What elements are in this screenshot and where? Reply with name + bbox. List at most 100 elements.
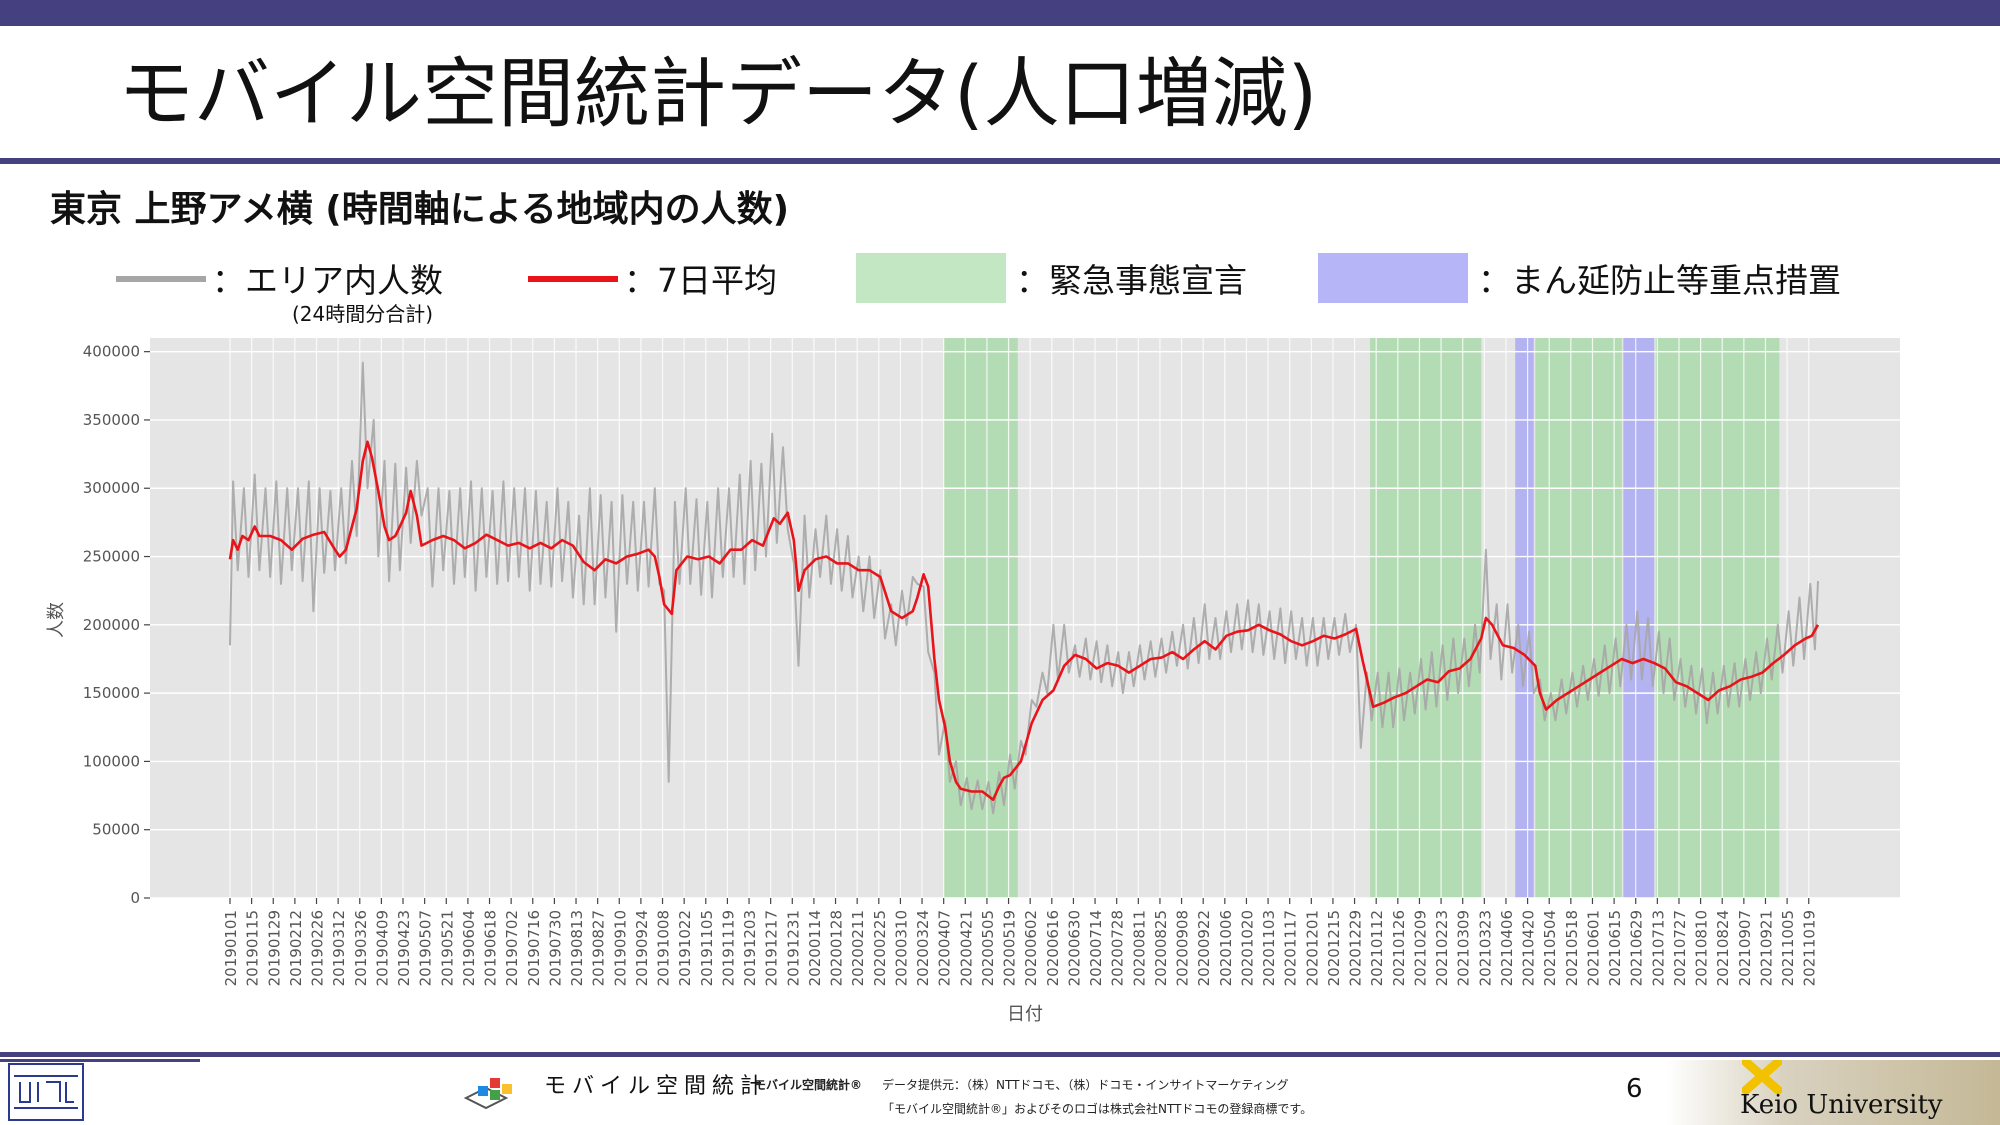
- x-tick-label: 20191022: [676, 910, 694, 986]
- university-name: Keio University: [1740, 1090, 1943, 1120]
- legend-avg-label: ：7日平均: [624, 261, 777, 300]
- x-tick-label: 20200505: [979, 910, 997, 986]
- y-tick-label: 250000: [83, 548, 140, 566]
- y-axis: 0 50000 100000 150000 200000 250000 300000 3500…: [83, 343, 150, 907]
- x-tick-label: 20210112: [1368, 910, 1386, 986]
- legend-emergency-swatch: [856, 253, 1006, 303]
- x-tick-label: 20190521: [438, 910, 456, 986]
- x-tick-label: 20201117: [1282, 910, 1300, 986]
- series-line-7day-average: [228, 440, 1820, 801]
- header-bar: [0, 0, 2000, 26]
- x-tick-label: 20190101: [222, 910, 240, 986]
- footer-brand: モバイル空間統計: [544, 1074, 769, 1099]
- x-tick-label: 20210420: [1520, 910, 1538, 986]
- x-tick-label: 20200324: [914, 910, 932, 986]
- x-tick-label: 20210309: [1455, 910, 1473, 986]
- x-tick-label: 20200128: [828, 910, 846, 986]
- x-tick-label: 20210518: [1563, 910, 1581, 986]
- x-tick-label: 20190910: [611, 910, 629, 986]
- y-tick-label: 100000: [83, 752, 140, 770]
- y-tick-label: 300000: [83, 479, 140, 497]
- x-tick-label: 20190702: [503, 910, 521, 986]
- x-tick-label: 20191203: [741, 910, 759, 986]
- x-tick-label: 20200211: [849, 910, 867, 986]
- x-tick-label: 20190604: [460, 910, 478, 986]
- x-tick-label: 20200310: [892, 910, 910, 986]
- pen-emblem-icon: [1742, 1060, 1782, 1094]
- series-line-area-count: [229, 361, 1819, 815]
- x-tick-label: 20200616: [1044, 910, 1062, 986]
- shaded-period-emergency: [943, 338, 1018, 898]
- footer-trademark: 「モバイル空間統計®」およびそのロゴは株式会社NTTドコモの登録商標です。: [882, 1102, 1313, 1116]
- x-tick-label: 20210824: [1714, 910, 1732, 986]
- x-tick-label: 20210907: [1736, 910, 1754, 986]
- x-tick-label: 20210713: [1649, 910, 1667, 986]
- x-tick-label: 20190716: [525, 910, 543, 986]
- shaded-period-manen: [1515, 338, 1534, 898]
- chart-subtitle: 東京 上野アメ横 (時間軸による地域内の人数): [50, 189, 790, 230]
- x-tick-label: 20190212: [287, 910, 305, 986]
- x-tick-label: 20210615: [1606, 910, 1624, 986]
- x-tick-label: 20190618: [482, 910, 500, 986]
- x-tick-label: 20210126: [1390, 910, 1408, 986]
- x-tick-label: 20200407: [936, 910, 954, 986]
- x-tick-label: 20200421: [957, 910, 975, 986]
- x-tick-label: 20201229: [1347, 910, 1365, 986]
- mobile-stats-logo-icon: [464, 1078, 512, 1110]
- x-tick-label: 20210504: [1541, 910, 1559, 986]
- footer-provider: データ提供元：（株）NTTドコモ、（株）ドコモ・インサイトマーケティング: [882, 1078, 1289, 1092]
- x-tick-label: 20200811: [1130, 910, 1148, 986]
- x-tick-label: 20200114: [806, 910, 824, 986]
- x-axis-label: 日付: [1007, 1004, 1043, 1025]
- chart-legend: ：エリア内人数 (24時間分合計) ：7日平均 ：緊急事態宣言 ：まん延防止等重…: [0, 246, 2000, 326]
- y-tick-label: 150000: [83, 684, 140, 702]
- footer-divider: [0, 1052, 2000, 1057]
- y-axis-label: 人数: [46, 602, 67, 638]
- x-tick-label: 20190827: [590, 910, 608, 986]
- data-series: [228, 361, 1820, 815]
- y-tick-label: 400000: [83, 343, 140, 361]
- legend-manen-label: ：まん延防止等重点措置: [1478, 261, 1841, 300]
- footer-brand-small: モバイル空間統計®: [754, 1078, 863, 1092]
- y-tick-label: 0: [130, 889, 140, 907]
- x-tick-label: 20210406: [1498, 910, 1516, 986]
- x-tick-label: 20200728: [1109, 910, 1127, 986]
- x-tick-label: 20191008: [655, 910, 673, 986]
- x-tick-label: 20200519: [1001, 910, 1019, 986]
- shaded-period-emergency: [1370, 338, 1482, 898]
- x-tick-label: 20190129: [265, 910, 283, 986]
- y-tick-label: 50000: [92, 821, 140, 839]
- x-tick-label: 20201215: [1325, 910, 1343, 986]
- legend-manen-swatch: [1318, 253, 1468, 303]
- x-tick-label: 20200630: [1065, 910, 1083, 986]
- x-tick-label: 20200714: [1087, 910, 1105, 986]
- x-tick-label: 20190423: [395, 910, 413, 986]
- x-tick-label: 20190115: [244, 910, 262, 986]
- x-tick-label: 20191217: [763, 910, 781, 986]
- x-tick-label: 20210810: [1693, 910, 1711, 986]
- y-tick-label: 350000: [83, 411, 140, 429]
- x-tick-label: 20210223: [1433, 910, 1451, 986]
- x-tick-label: 20201103: [1260, 910, 1278, 986]
- shaded-period-manen: [1623, 338, 1655, 898]
- university-banner: Keio University: [1666, 1060, 2000, 1125]
- x-tick-label: 20190226: [309, 910, 327, 986]
- x-tick-label: 20200225: [871, 910, 889, 986]
- legend-raw-line-swatch: [116, 276, 206, 282]
- slide-title: モバイル空間統計データ(人口増減): [118, 49, 1318, 138]
- x-tick-label: 20201020: [1238, 910, 1256, 986]
- y-tick-label: 200000: [83, 616, 140, 634]
- page-number: 6: [1626, 1074, 1643, 1104]
- legend-raw-note: (24時間分合計): [292, 302, 434, 326]
- x-tick-label: 20201006: [1217, 910, 1235, 986]
- x-tick-label: 20210921: [1757, 910, 1775, 986]
- shaded-period-emergency: [1535, 338, 1622, 898]
- shaded-period-emergency: [1655, 338, 1780, 898]
- x-tick-label: 20200602: [1022, 910, 1040, 986]
- lab-logo-icon: [8, 1063, 84, 1121]
- footer-divider-accent: [0, 1059, 200, 1062]
- x-tick-label: 20210629: [1628, 910, 1646, 986]
- title-divider: [0, 158, 2000, 164]
- x-tick-label: 20190409: [373, 910, 391, 986]
- legend-raw-label: ：エリア内人数: [212, 261, 443, 300]
